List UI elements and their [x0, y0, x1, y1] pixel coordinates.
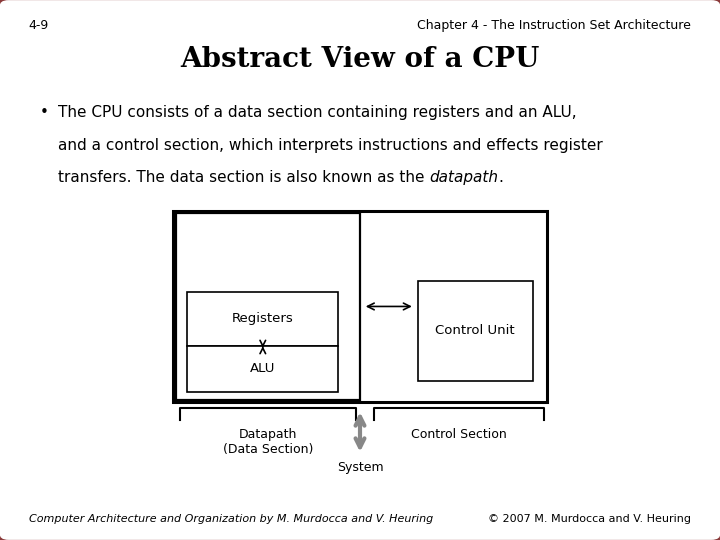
Bar [418, 281, 533, 381]
Text: ALU: ALU [250, 362, 276, 375]
Bar [187, 292, 338, 346]
Text: Datapath
(Data Section): Datapath (Data Section) [223, 428, 313, 456]
Text: The CPU consists of a data section containing registers and an ALU,: The CPU consists of a data section conta… [58, 105, 576, 120]
Text: Abstract View of a CPU: Abstract View of a CPU [180, 46, 540, 73]
Text: •: • [40, 105, 48, 120]
Text: transfers. The data section is also known as the: transfers. The data section is also know… [58, 170, 429, 185]
Bar [176, 213, 360, 400]
Text: Control Section: Control Section [411, 428, 507, 441]
Bar [173, 211, 547, 402]
Bar [187, 346, 338, 392]
Text: Chapter 4 - The Instruction Set Architecture: Chapter 4 - The Instruction Set Architec… [418, 19, 691, 32]
Text: Control Unit: Control Unit [436, 324, 515, 338]
Text: .: . [498, 170, 503, 185]
Text: Computer Architecture and Organization by M. Murdocca and V. Heuring: Computer Architecture and Organization b… [29, 514, 433, 524]
Text: Registers: Registers [232, 312, 294, 325]
Text: and a control section, which interprets instructions and effects register: and a control section, which interprets … [58, 138, 603, 153]
Text: System: System [337, 461, 383, 474]
Text: 4-9: 4-9 [29, 19, 49, 32]
Text: © 2007 M. Murdocca and V. Heuring: © 2007 M. Murdocca and V. Heuring [488, 514, 691, 524]
Text: datapath: datapath [429, 170, 498, 185]
